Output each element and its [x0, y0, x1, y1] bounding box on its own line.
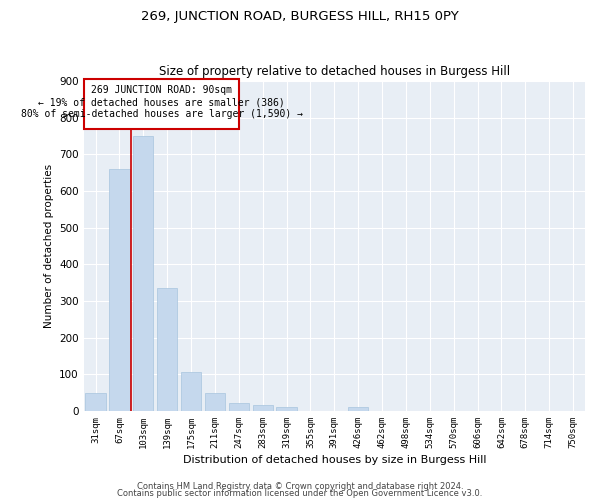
Text: 269 JUNCTION ROAD: 90sqm: 269 JUNCTION ROAD: 90sqm	[91, 84, 232, 94]
Text: ← 19% of detached houses are smaller (386): ← 19% of detached houses are smaller (38…	[38, 98, 285, 108]
Text: 269, JUNCTION ROAD, BURGESS HILL, RH15 0PY: 269, JUNCTION ROAD, BURGESS HILL, RH15 0…	[141, 10, 459, 23]
Bar	[109, 169, 130, 411]
X-axis label: Distribution of detached houses by size in Burgess Hill: Distribution of detached houses by size …	[182, 455, 486, 465]
Bar	[85, 392, 106, 411]
FancyBboxPatch shape	[84, 79, 239, 128]
Bar	[253, 406, 273, 411]
Bar	[157, 288, 178, 411]
Bar	[205, 392, 225, 411]
Bar	[133, 136, 154, 411]
Text: 80% of semi-detached houses are larger (1,590) →: 80% of semi-detached houses are larger (…	[20, 110, 302, 120]
Text: Contains public sector information licensed under the Open Government Licence v3: Contains public sector information licen…	[118, 489, 482, 498]
Title: Size of property relative to detached houses in Burgess Hill: Size of property relative to detached ho…	[159, 66, 510, 78]
Bar	[181, 372, 201, 411]
Y-axis label: Number of detached properties: Number of detached properties	[44, 164, 53, 328]
Text: Contains HM Land Registry data © Crown copyright and database right 2024.: Contains HM Land Registry data © Crown c…	[137, 482, 463, 491]
Bar	[229, 403, 249, 411]
Bar	[277, 408, 296, 411]
Bar	[348, 408, 368, 411]
